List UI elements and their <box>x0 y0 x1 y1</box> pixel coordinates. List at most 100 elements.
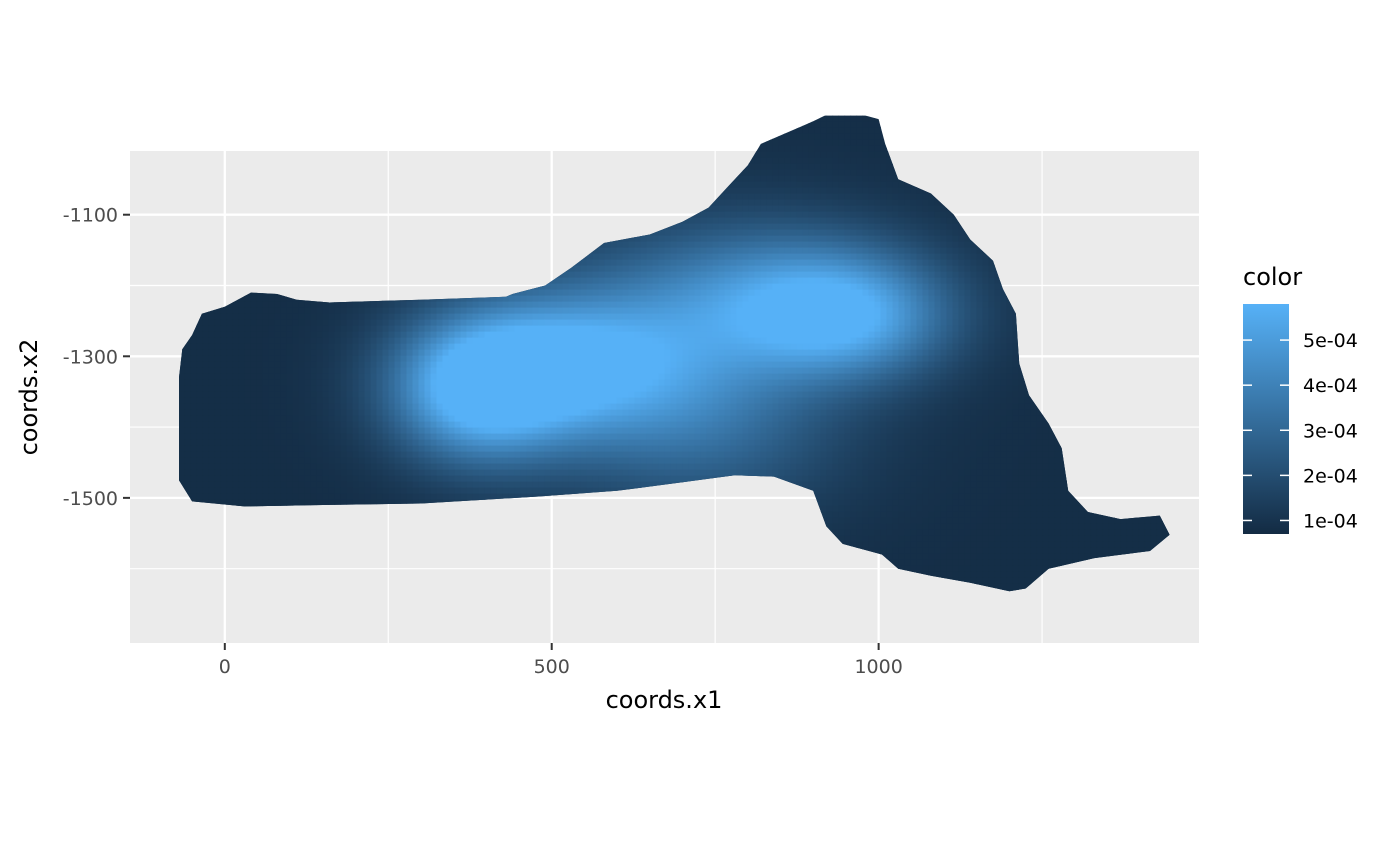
density-cell <box>910 121 918 129</box>
density-cell <box>724 121 732 129</box>
density-cell <box>826 283 834 291</box>
density-cell <box>736 211 744 219</box>
density-cell <box>490 121 498 129</box>
density-cell <box>1174 140 1181 147</box>
density-cell <box>784 241 792 249</box>
density-cell <box>916 193 924 201</box>
density-cell <box>448 121 456 129</box>
density-cell <box>1096 133 1104 141</box>
density-cell <box>886 181 894 189</box>
density-cell <box>724 133 732 141</box>
density-cell <box>1066 121 1074 129</box>
density-cell <box>754 205 762 213</box>
density-cell <box>730 217 738 225</box>
density-cell <box>844 205 852 213</box>
density-cell <box>808 145 816 153</box>
density-cell <box>700 217 708 225</box>
density-cell <box>736 205 744 213</box>
density-cell <box>472 121 480 129</box>
density-cell <box>754 271 762 279</box>
density-cell <box>748 181 756 189</box>
density-cell <box>964 241 972 249</box>
density-cell <box>1132 133 1140 141</box>
density-cell <box>748 259 756 267</box>
density-cell <box>754 247 762 255</box>
density-cell <box>364 127 372 135</box>
density-cell <box>988 127 996 135</box>
density-cell <box>622 277 630 285</box>
density-cell <box>946 115 954 123</box>
density-cell <box>556 133 564 141</box>
density-cell <box>910 247 918 255</box>
density-cell <box>652 133 660 141</box>
density-cell <box>298 133 306 141</box>
density-cell <box>760 139 768 147</box>
density-cell <box>586 127 594 135</box>
density-cell <box>820 259 828 267</box>
density-cell <box>922 265 930 273</box>
density-cell <box>940 229 948 237</box>
density-cell <box>892 205 900 213</box>
density-cell <box>358 121 366 129</box>
density-cell <box>820 277 828 285</box>
density-cell <box>610 115 618 123</box>
density-cell <box>790 259 798 267</box>
density-cell <box>400 121 408 129</box>
density-cell <box>346 127 354 135</box>
density-cell <box>796 151 804 159</box>
density-cell <box>898 229 906 237</box>
density-cell <box>910 127 918 135</box>
density-cell <box>694 229 702 237</box>
density-cell <box>418 127 426 135</box>
density-cell <box>292 133 300 141</box>
density-cell <box>1036 115 1044 123</box>
density-cell <box>1000 121 1008 129</box>
density-cell <box>388 139 396 147</box>
density-cell <box>1078 127 1086 135</box>
density-cell <box>832 115 840 123</box>
density-cell <box>754 229 762 237</box>
density-cell <box>418 139 426 147</box>
density-cell <box>724 205 732 213</box>
density-cell <box>802 151 810 159</box>
density-cell <box>850 253 858 261</box>
density-cell <box>880 151 888 159</box>
density-cell <box>748 235 756 243</box>
density-cell <box>436 133 444 141</box>
density-cell <box>1132 139 1140 147</box>
density-cell <box>808 133 816 141</box>
density-cell <box>598 271 606 279</box>
density-cell <box>868 223 876 231</box>
density-cell <box>796 223 804 231</box>
density-cell <box>964 121 972 129</box>
density-cell <box>718 247 726 255</box>
density-cell <box>568 115 576 123</box>
density-cell <box>922 235 930 243</box>
density-cell <box>322 127 330 135</box>
density-cell <box>1114 115 1122 123</box>
density-cell <box>898 193 906 201</box>
density-cell <box>844 139 852 147</box>
density-cell <box>832 169 840 177</box>
density-cell <box>880 277 888 285</box>
density-cell <box>1060 121 1068 129</box>
density-cell <box>982 133 990 141</box>
density-cell <box>586 259 594 267</box>
density-cell <box>820 145 828 153</box>
density-cell <box>832 271 840 279</box>
density-cell <box>640 289 648 297</box>
density-cell <box>1060 115 1068 123</box>
density-cell <box>808 199 816 207</box>
density-cell <box>772 229 780 237</box>
density-cell <box>874 211 882 219</box>
density-cell <box>718 217 726 225</box>
density-cell <box>748 265 756 273</box>
density-cell <box>850 139 858 147</box>
density-cell <box>802 211 810 219</box>
density-cell <box>976 277 984 285</box>
density-cell <box>826 205 834 213</box>
density-cell <box>976 253 984 261</box>
density-cell <box>694 127 702 135</box>
density-cell <box>568 283 576 291</box>
density-cell <box>1156 127 1164 135</box>
